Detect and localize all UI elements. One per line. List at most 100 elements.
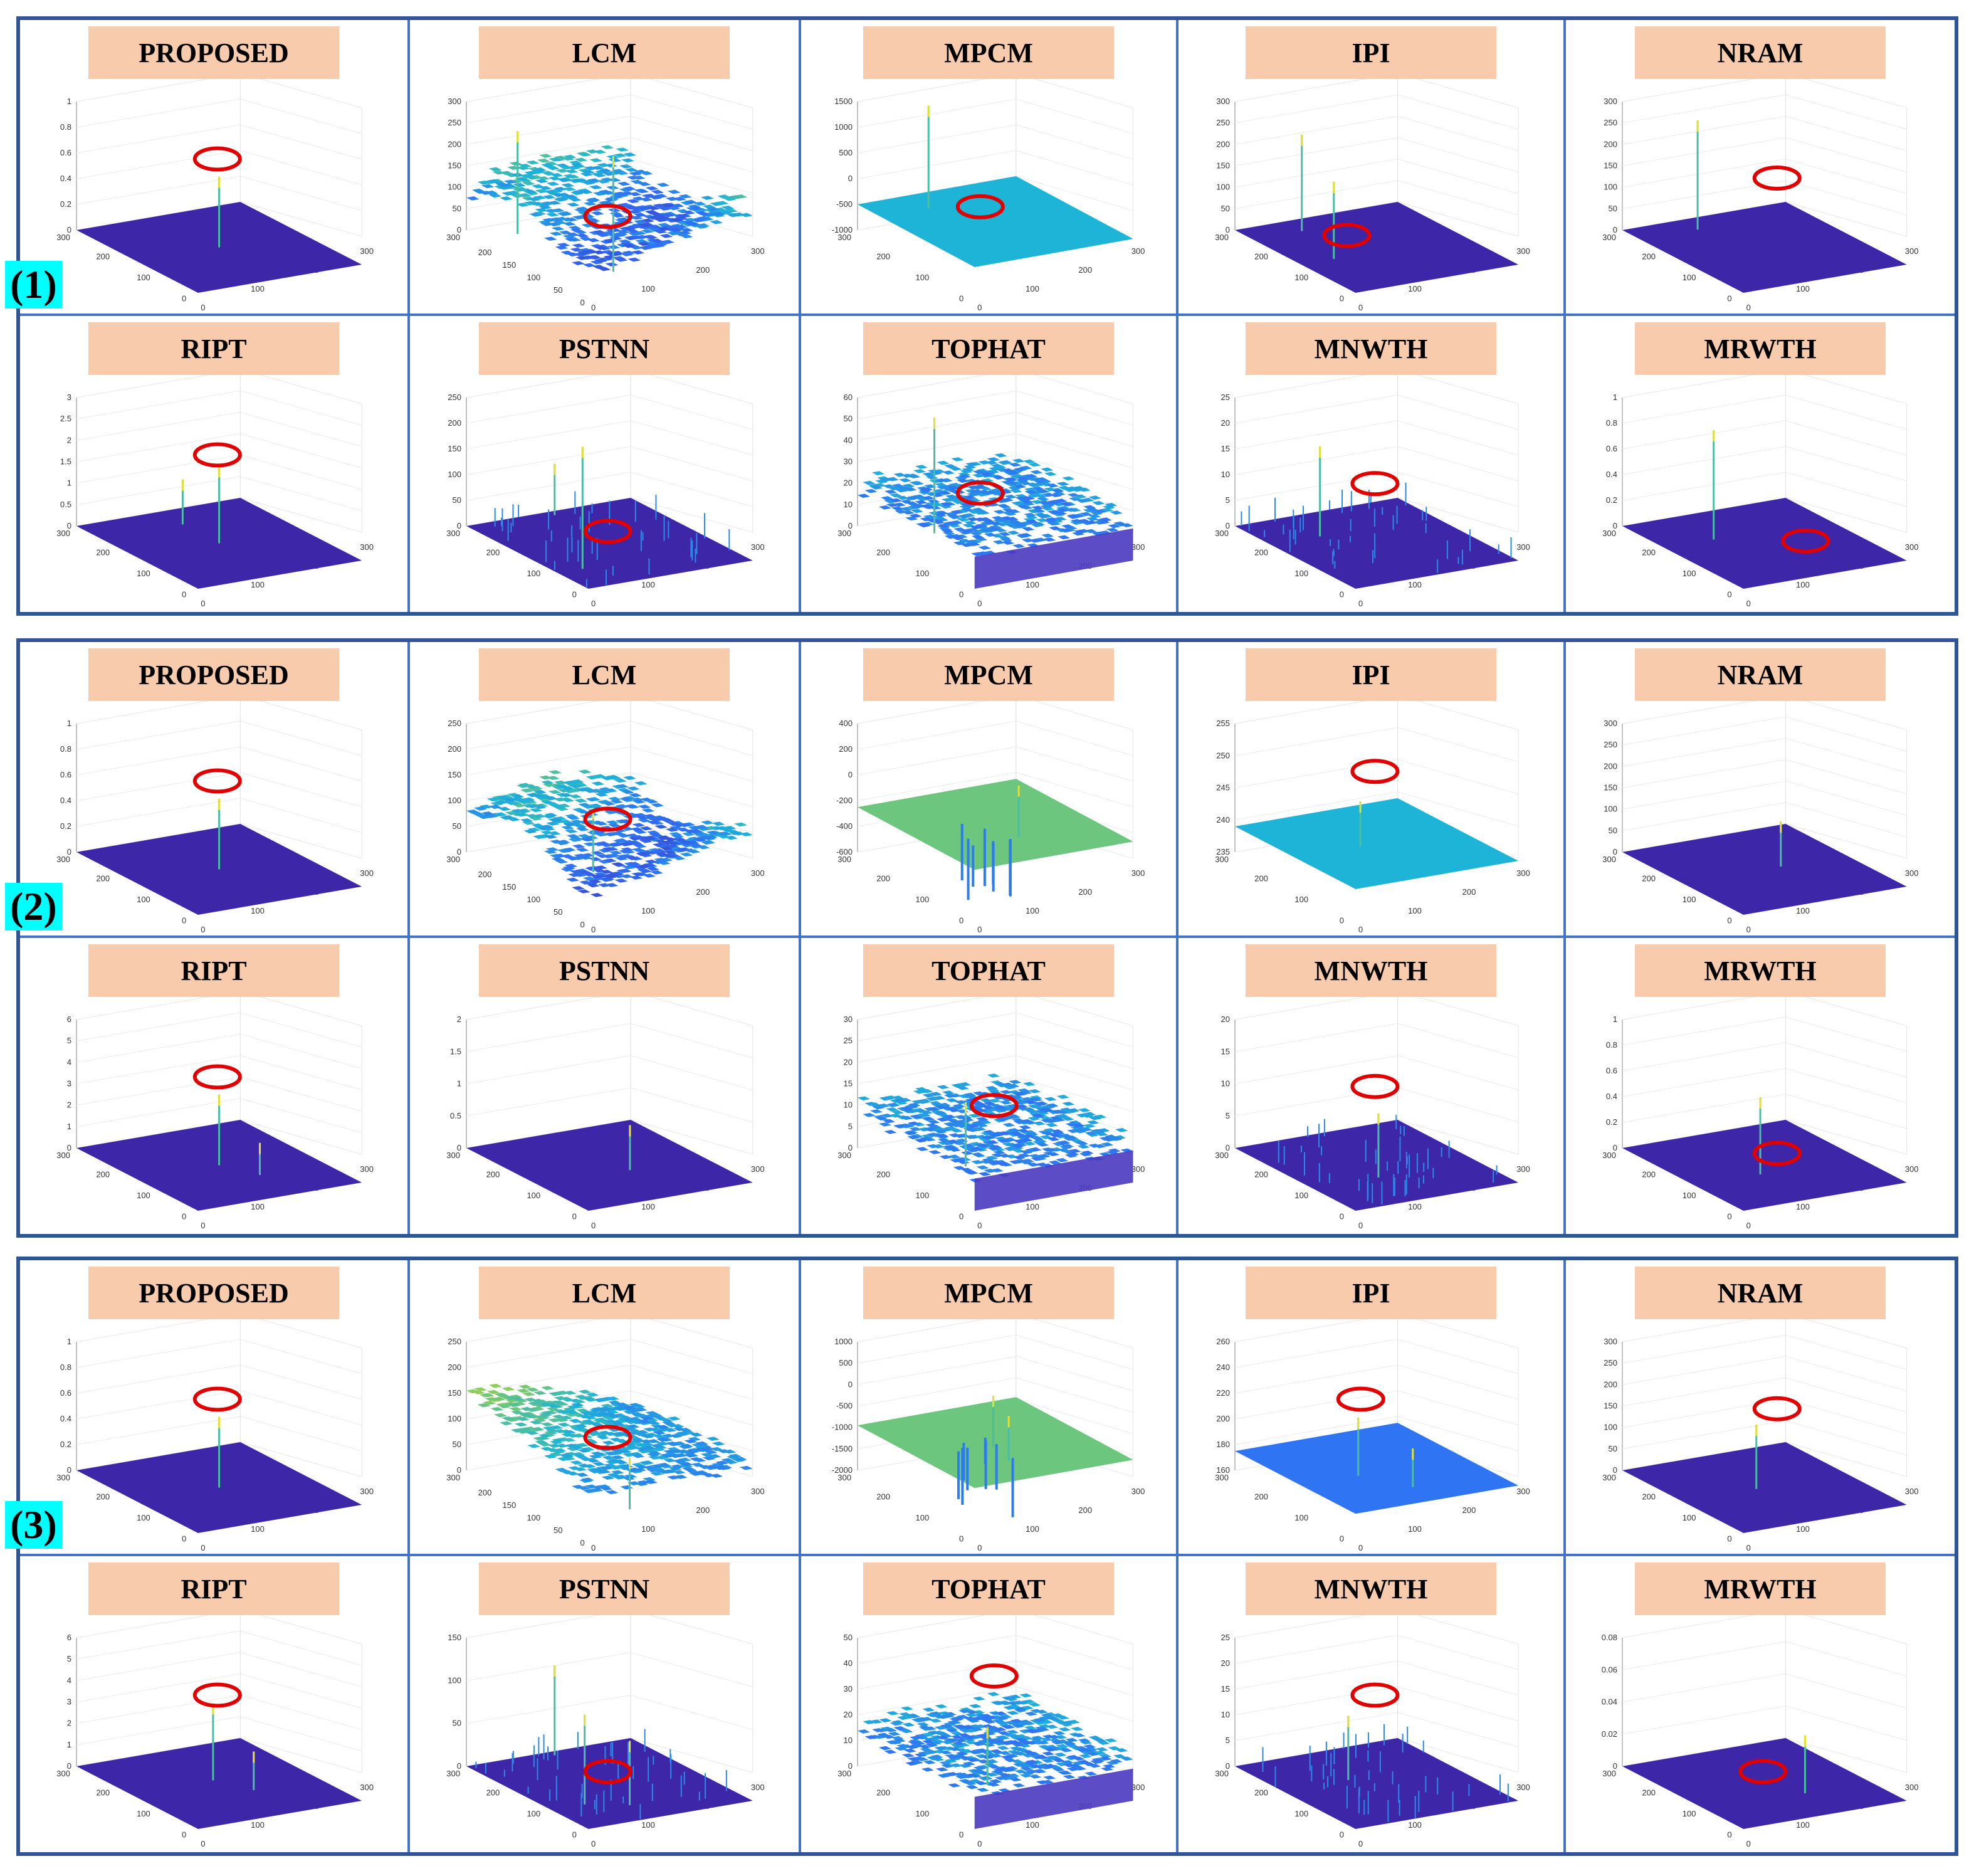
y-tick-label: 300 bbox=[446, 855, 460, 864]
y-tick-label: 0 bbox=[182, 915, 186, 925]
surface-patch bbox=[585, 149, 599, 154]
surface-patch bbox=[864, 488, 878, 493]
surface-patch bbox=[968, 1114, 981, 1118]
surface-patch bbox=[523, 189, 537, 194]
surface-patch bbox=[728, 195, 742, 199]
surface-patch bbox=[627, 862, 641, 867]
grid-line bbox=[466, 137, 631, 166]
grid-line bbox=[1622, 1673, 1786, 1702]
surface-patch bbox=[1007, 1128, 1021, 1132]
grid-line bbox=[1234, 1339, 1398, 1368]
y-tick-label: 0 bbox=[1340, 589, 1344, 599]
y-tick-label: 200 bbox=[876, 548, 890, 557]
surface-patch bbox=[650, 870, 663, 875]
surface-patch bbox=[654, 194, 668, 198]
y-tick-label: 300 bbox=[1602, 855, 1616, 864]
surface-patch bbox=[1103, 1764, 1116, 1769]
surface-patch bbox=[1014, 1142, 1027, 1147]
z-tick-label: 1 bbox=[1613, 393, 1617, 402]
surface-patch bbox=[905, 1761, 918, 1766]
surface-patch bbox=[907, 1740, 920, 1745]
surface-patch bbox=[702, 1456, 716, 1461]
surface-patch bbox=[1029, 1764, 1042, 1769]
surface-patch bbox=[639, 1416, 653, 1421]
grid-line bbox=[466, 1087, 631, 1117]
y-tick-label: 0 bbox=[182, 589, 186, 599]
x-tick-label: 100 bbox=[1408, 906, 1422, 915]
surface-patch bbox=[577, 1448, 591, 1453]
target-circle bbox=[192, 1064, 242, 1090]
surface-patch bbox=[1034, 1754, 1047, 1759]
z-tick-label: 0 bbox=[67, 1143, 71, 1152]
surface-patch bbox=[947, 485, 960, 490]
surface-patch bbox=[1017, 1129, 1030, 1133]
y-tick-label: 100 bbox=[1294, 1191, 1308, 1200]
surface-patch bbox=[648, 832, 662, 837]
surface-patch bbox=[1054, 1752, 1067, 1757]
surface-patch bbox=[1081, 1151, 1094, 1155]
surface-patch bbox=[680, 201, 694, 206]
surface-patch bbox=[629, 171, 642, 176]
y-tick-label: 300 bbox=[446, 1151, 460, 1160]
surface-patch bbox=[891, 506, 904, 511]
y-tick-label: 0 bbox=[572, 589, 577, 599]
surface-patch bbox=[587, 198, 601, 202]
surface-patch bbox=[551, 857, 565, 862]
surface-patch bbox=[507, 1403, 521, 1408]
x-tick-label: 300 bbox=[751, 1487, 765, 1496]
surface-patch bbox=[1056, 1158, 1069, 1162]
surface-patch bbox=[1026, 1759, 1039, 1764]
surface-patch bbox=[477, 814, 491, 819]
surface-patch bbox=[1043, 1775, 1056, 1780]
surface-patch bbox=[1015, 1734, 1028, 1739]
surface-patch bbox=[1046, 1724, 1059, 1729]
surface-patch bbox=[717, 1449, 731, 1453]
surface-patch bbox=[903, 1130, 916, 1136]
surface-patch bbox=[582, 877, 596, 881]
surface-patch bbox=[683, 1467, 697, 1472]
x-tick-label: 100 bbox=[641, 284, 655, 293]
surface-patch bbox=[583, 842, 597, 846]
method-title: IPI bbox=[1246, 1267, 1496, 1319]
surface-patch bbox=[978, 1717, 991, 1721]
grid-line bbox=[1622, 420, 1786, 450]
surface-patch bbox=[617, 181, 631, 186]
surface-patch bbox=[961, 1117, 974, 1122]
z-tick-label: 0.6 bbox=[60, 148, 71, 157]
grid-line bbox=[857, 411, 1016, 441]
surface-patch bbox=[485, 1397, 498, 1401]
surface-patch bbox=[923, 1737, 937, 1742]
surface-patch bbox=[948, 1747, 962, 1751]
surface-patch bbox=[960, 1779, 974, 1784]
surface-patch bbox=[1005, 477, 1018, 482]
surface-patch bbox=[574, 157, 588, 162]
surface-patch bbox=[575, 256, 589, 260]
z-tick-label: 25 bbox=[1221, 393, 1230, 402]
surface-patch bbox=[622, 1452, 636, 1457]
grid-line bbox=[1622, 472, 1786, 501]
z-tick-label: 200 bbox=[448, 1362, 461, 1372]
surface-patch bbox=[891, 483, 905, 488]
grid-line bbox=[1622, 716, 1786, 746]
z-tick-label: 50 bbox=[1609, 204, 1617, 213]
x-tick-label: 0 bbox=[591, 1543, 596, 1552]
surface-patch bbox=[935, 1704, 948, 1709]
grid-line bbox=[1622, 1356, 1786, 1385]
grid-line bbox=[1234, 446, 1398, 475]
surface-patch bbox=[615, 1419, 629, 1423]
z-tick-label: 0.8 bbox=[60, 1362, 71, 1372]
surface-patch bbox=[615, 804, 629, 809]
surface-patch bbox=[1060, 502, 1073, 507]
z-tick-label: 160 bbox=[1216, 1465, 1230, 1475]
surface-patch bbox=[1059, 1134, 1073, 1138]
surface-patch bbox=[704, 1450, 718, 1455]
surface-patch bbox=[550, 1425, 564, 1430]
y-tick-label: 200 bbox=[876, 874, 890, 883]
grid-line bbox=[76, 1716, 241, 1746]
surface-patch bbox=[1110, 1759, 1123, 1764]
surface-patch bbox=[967, 1124, 980, 1129]
z-tick-label: 500 bbox=[839, 1358, 853, 1367]
surface-patch bbox=[927, 1144, 940, 1149]
grid-line bbox=[76, 411, 241, 441]
surface-patch bbox=[713, 1465, 727, 1470]
